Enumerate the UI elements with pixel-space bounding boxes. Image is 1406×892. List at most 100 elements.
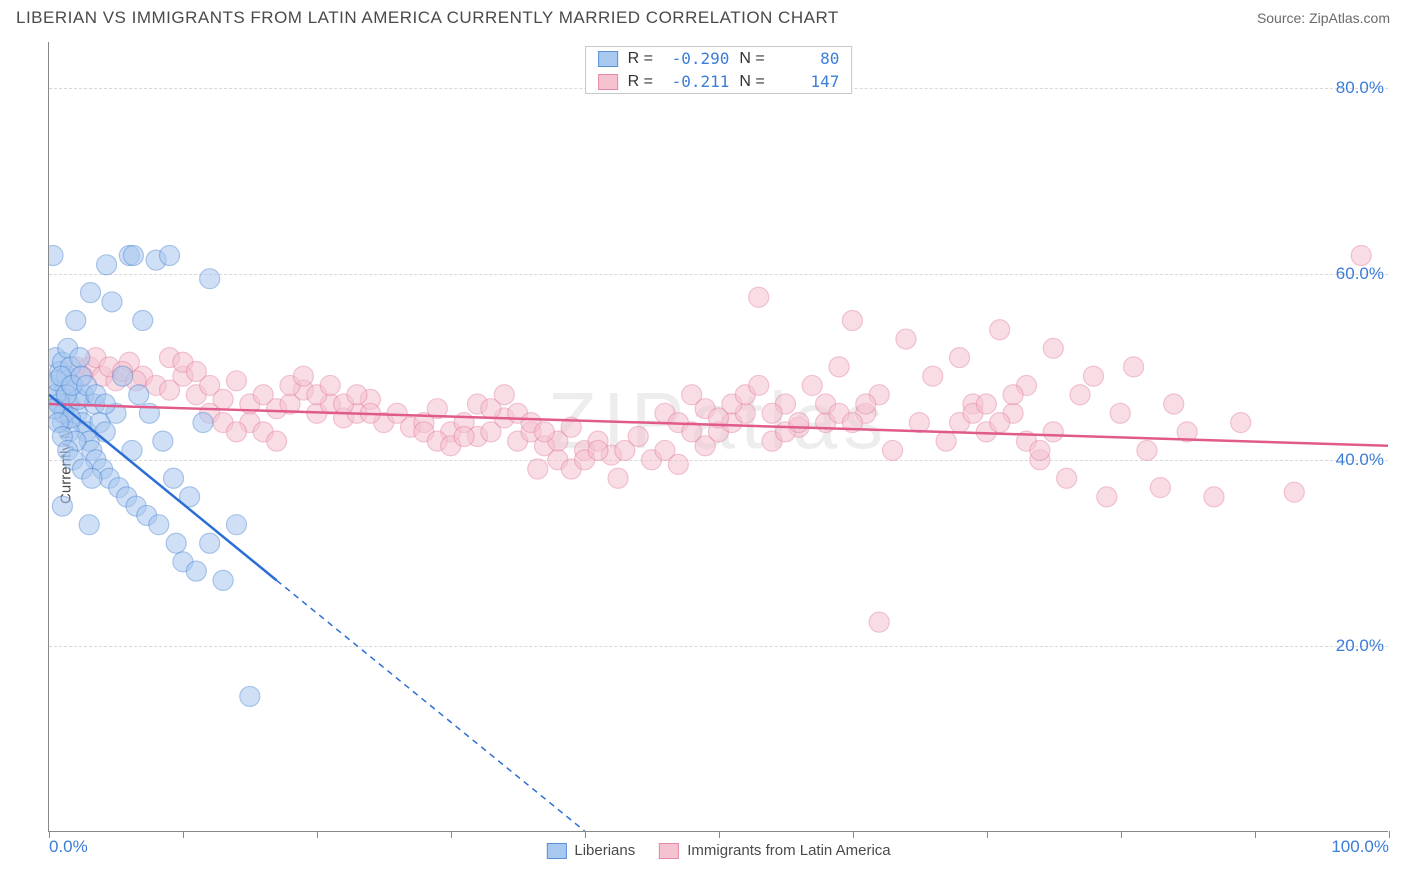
- data-point: [213, 570, 233, 590]
- data-point: [896, 329, 916, 349]
- data-point: [129, 385, 149, 405]
- data-point: [293, 366, 313, 386]
- swatch-b: [598, 74, 618, 90]
- data-point: [789, 413, 809, 433]
- data-point: [762, 403, 782, 423]
- data-point: [347, 385, 367, 405]
- data-point: [1043, 422, 1063, 442]
- data-point: [936, 431, 956, 451]
- data-point: [95, 394, 115, 414]
- swatch-a: [598, 51, 618, 67]
- data-point: [923, 366, 943, 386]
- legend-r-label: R =: [628, 50, 662, 68]
- swatch-b-bottom: [659, 843, 679, 859]
- source-label: Source: ZipAtlas.com: [1257, 10, 1390, 26]
- data-point: [166, 533, 186, 553]
- data-point: [49, 246, 63, 266]
- data-point: [588, 440, 608, 460]
- data-point: [1284, 482, 1304, 502]
- x-tick: [317, 831, 318, 838]
- data-point: [1204, 487, 1224, 507]
- data-point: [668, 454, 688, 474]
- data-point: [164, 468, 184, 488]
- x-tick: [451, 831, 452, 838]
- data-point: [226, 371, 246, 391]
- swatch-a-bottom: [546, 843, 566, 859]
- data-point: [95, 422, 115, 442]
- data-point: [749, 375, 769, 395]
- x-tick: [1389, 831, 1390, 838]
- x-tick: [183, 831, 184, 838]
- x-tick: [853, 831, 854, 838]
- data-point: [802, 375, 822, 395]
- data-point: [226, 422, 246, 442]
- x-tick-label: 100.0%: [1331, 837, 1389, 857]
- data-point: [454, 427, 474, 447]
- data-point: [97, 255, 117, 275]
- data-point: [1057, 468, 1077, 488]
- data-point: [70, 348, 90, 368]
- data-point: [628, 427, 648, 447]
- data-point: [1083, 366, 1103, 386]
- data-point: [608, 468, 628, 488]
- data-point: [153, 431, 173, 451]
- data-point: [829, 357, 849, 377]
- legend-n-label: N =: [739, 50, 773, 68]
- data-point: [909, 413, 929, 433]
- data-point: [320, 375, 340, 395]
- legend-item-a: Liberians: [546, 842, 635, 859]
- chart-plot-area: ZIPatlas R = -0.290 N = 80 R = -0.211 N …: [48, 42, 1388, 832]
- data-point: [1231, 413, 1251, 433]
- data-point: [200, 269, 220, 289]
- data-point: [856, 394, 876, 414]
- data-point: [82, 468, 102, 488]
- legend-row-b: R = -0.211 N = 147: [586, 70, 852, 93]
- data-point: [81, 283, 101, 303]
- data-point: [66, 310, 86, 330]
- data-point: [123, 246, 143, 266]
- data-point: [1043, 338, 1063, 358]
- data-point: [186, 561, 206, 581]
- legend-n-value-a: 80: [783, 49, 839, 68]
- x-tick: [719, 831, 720, 838]
- data-point: [102, 292, 122, 312]
- data-point: [990, 320, 1010, 340]
- data-point: [534, 422, 554, 442]
- data-point: [200, 533, 220, 553]
- data-point: [267, 431, 287, 451]
- x-tick: [585, 831, 586, 838]
- data-point: [1124, 357, 1144, 377]
- data-point: [869, 612, 889, 632]
- data-point: [1150, 478, 1170, 498]
- data-point: [976, 394, 996, 414]
- data-point: [1164, 394, 1184, 414]
- data-point: [186, 362, 206, 382]
- legend-n-value-b: 147: [783, 72, 839, 91]
- data-point: [950, 348, 970, 368]
- data-point: [79, 515, 99, 535]
- series-b-name: Immigrants from Latin America: [687, 842, 890, 859]
- data-point: [1097, 487, 1117, 507]
- legend-r-value-a: -0.290: [672, 49, 730, 68]
- chart-title: LIBERIAN VS IMMIGRANTS FROM LATIN AMERIC…: [16, 8, 839, 28]
- data-point: [226, 515, 246, 535]
- x-tick: [987, 831, 988, 838]
- x-tick: [1255, 831, 1256, 838]
- x-tick-label: 0.0%: [49, 837, 88, 857]
- data-point: [1003, 385, 1023, 405]
- x-tick: [1121, 831, 1122, 838]
- data-point: [842, 310, 862, 330]
- trend-line-extrapolated: [277, 580, 585, 831]
- legend-row-a: R = -0.290 N = 80: [586, 47, 852, 70]
- data-point: [160, 246, 180, 266]
- legend-r-label: R =: [628, 73, 662, 91]
- legend-n-label: N =: [739, 73, 773, 91]
- data-point: [1030, 440, 1050, 460]
- data-point: [990, 413, 1010, 433]
- data-point: [1351, 246, 1371, 266]
- data-point: [149, 515, 169, 535]
- data-point: [113, 366, 133, 386]
- data-point: [193, 413, 213, 433]
- data-point: [749, 287, 769, 307]
- data-point: [1070, 385, 1090, 405]
